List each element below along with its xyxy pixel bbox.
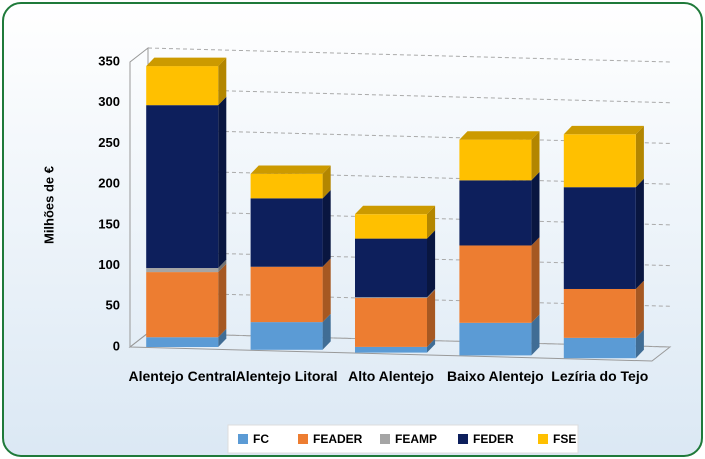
bar-top (459, 131, 540, 140)
bar (563, 288, 636, 338)
legend-label: FEADER (313, 432, 363, 446)
bar (250, 173, 323, 199)
bar (146, 66, 219, 106)
bar-side (322, 189, 331, 267)
bar-side (218, 259, 227, 273)
bar-side (427, 288, 436, 299)
x-tick-label: Lezíria do Tejo (551, 368, 649, 384)
y-tick-label: 0 (113, 338, 120, 353)
bar (146, 268, 219, 273)
bar-side (531, 131, 540, 181)
bar-top (146, 57, 227, 67)
bar-side (531, 171, 540, 246)
legend-label: FEDER (473, 432, 514, 446)
bar-top (250, 165, 331, 174)
bar-side (427, 205, 436, 239)
grid-line (147, 88, 671, 104)
legend-swatch (238, 434, 248, 444)
bar-side (635, 280, 644, 338)
grid-line (147, 47, 671, 63)
y-tick-label: 50 (106, 298, 120, 313)
bar-side (531, 314, 540, 356)
bar (146, 105, 219, 269)
x-tick-label: Baixo Alentejo (447, 368, 544, 384)
x-tick-label: Alentejo Litoral (235, 368, 338, 384)
y-tick-label: 300 (98, 94, 120, 109)
legend-label: FSE (553, 432, 576, 446)
bar-side (218, 57, 227, 106)
bar-side (427, 338, 436, 353)
legend-label: FEAMP (395, 432, 437, 446)
bar (459, 322, 532, 356)
bar-side (218, 328, 227, 347)
bar (459, 180, 532, 246)
legend-label: FC (253, 432, 269, 446)
bar (563, 134, 636, 188)
bar-side (322, 165, 331, 199)
bar (146, 337, 219, 347)
bar (355, 297, 427, 299)
bar (563, 187, 636, 289)
bar (355, 346, 427, 353)
x-tick-label: Alentejo Central (128, 368, 236, 384)
bar-top (563, 125, 644, 135)
bar-side (427, 230, 436, 298)
legend-swatch (538, 434, 548, 444)
bar-side (635, 125, 644, 188)
bar (250, 266, 323, 323)
legend-swatch (298, 434, 308, 444)
bar (250, 198, 323, 267)
legend-box (227, 424, 579, 454)
bar (355, 238, 427, 298)
legend-swatch (380, 434, 390, 444)
bar-side (322, 258, 331, 323)
bar-side (427, 289, 436, 347)
y-tick-label: 150 (98, 216, 120, 231)
y-tick-label: 350 (98, 53, 120, 68)
y-axis-label: Milhões de € (41, 166, 56, 244)
bar (355, 298, 427, 347)
bar (146, 272, 219, 338)
bar-side (322, 313, 331, 350)
bar (459, 245, 532, 323)
bar-side (635, 329, 644, 359)
y-tick-label: 200 (98, 176, 120, 191)
bar (563, 337, 636, 359)
bar (459, 139, 532, 181)
y-tick-label: 100 (98, 257, 120, 272)
floor (128, 332, 672, 362)
bar-side (531, 237, 540, 323)
x-tick-label: Alto Alentejo (348, 368, 434, 384)
bar-top (355, 205, 436, 215)
bar-side (635, 178, 644, 289)
legend-swatch (458, 434, 468, 444)
bar-side (218, 96, 227, 269)
bar (355, 214, 427, 239)
y-tick-label: 250 (98, 135, 120, 150)
bar (250, 322, 323, 350)
bar-side (218, 263, 227, 338)
